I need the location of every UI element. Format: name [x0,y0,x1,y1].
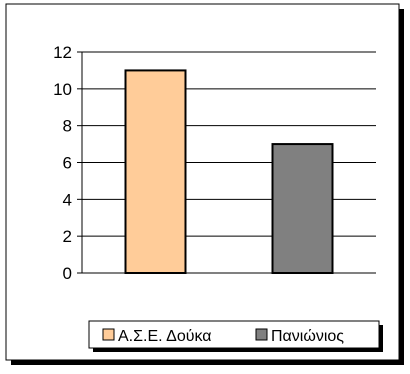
legend: Α.Σ.Ε. Δούκα Πανιώνιος [102,328,344,345]
y-tick-label: 10 [53,80,72,99]
bars [124,69,334,274]
y-tick-label: 6 [63,154,72,173]
y-tick-label: 2 [63,227,72,246]
legend-swatch [255,328,268,341]
y-tick-label: 8 [63,117,72,136]
legend-box [88,320,380,349]
legend-swatch [102,328,115,341]
bar-2 [271,143,334,274]
bar-1 [124,69,187,274]
y-tick-label: 0 [63,264,72,283]
legend-label: Α.Σ.Ε. Δούκα [118,328,212,345]
y-tick-label: 4 [63,190,72,209]
y-tick-labels: 0 2 4 6 8 10 12 [53,43,72,283]
legend-label: Πανιώνιος [271,328,344,345]
y-tick-label: 12 [53,43,72,62]
